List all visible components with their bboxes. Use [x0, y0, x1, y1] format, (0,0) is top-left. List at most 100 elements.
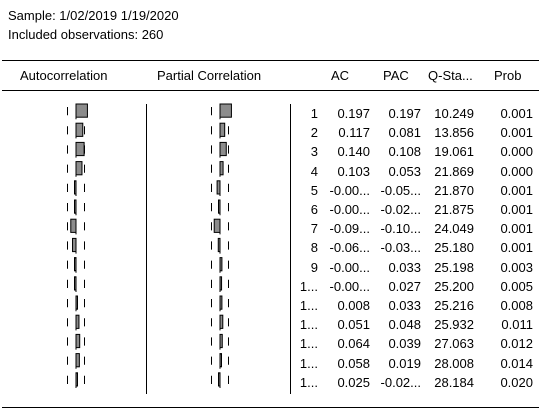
q-stat-value: 25.932 — [434, 317, 474, 333]
q-stat-value: 24.049 — [434, 221, 474, 237]
prob-value: 0.001 — [500, 125, 533, 141]
prob-value: 0.008 — [500, 298, 533, 313]
included-observations-text: Included observations: 260 — [8, 27, 164, 42]
ac-bar — [75, 141, 85, 157]
pac-value: 0.197 — [388, 106, 421, 121]
q-stat-value: 13.856 — [434, 125, 474, 141]
prob-value: 0.014 — [500, 355, 533, 371]
pac-value: -0.10... — [380, 221, 421, 237]
ac-bar — [74, 199, 77, 214]
q-stat-value: 10.249 — [434, 106, 474, 121]
ac-value: 0.103 — [337, 163, 370, 179]
ac-bar — [75, 122, 84, 137]
prob-header: Prob — [494, 68, 522, 83]
partial-correlation-bars — [211, 103, 232, 388]
ac-value: 0.140 — [337, 144, 370, 160]
pac-value: -0.05... — [380, 182, 421, 198]
lag-cell: 6 — [310, 202, 318, 217]
lag-cell: 1 — [310, 106, 318, 121]
lag-cell: 1... — [299, 336, 318, 352]
pac-bar — [218, 199, 221, 214]
ac-value: -0.00... — [329, 202, 370, 217]
pac-bar — [219, 295, 223, 310]
ac-bar — [75, 295, 78, 310]
ac-value: 0.058 — [337, 355, 370, 371]
lag-cell: 5 — [310, 182, 318, 198]
ac-bar — [74, 180, 77, 195]
pac-header: PAC — [383, 68, 409, 83]
lag-cell: 2 — [310, 125, 318, 141]
pac-bar — [218, 372, 221, 387]
prob-value: 0.001 — [500, 221, 533, 237]
pac-bar — [219, 103, 232, 118]
lag-cell: 8 — [310, 240, 318, 256]
pac-bar — [219, 353, 222, 368]
ac-bar — [74, 257, 77, 272]
ac-bar — [75, 333, 81, 349]
ac-bar — [72, 237, 77, 253]
ac-bar — [75, 372, 78, 387]
q-stat-value: 21.870 — [434, 182, 474, 198]
prob-value: 0.001 — [500, 240, 533, 256]
pac-value: 0.108 — [388, 144, 421, 160]
table-bottom-rule — [2, 407, 539, 408]
ac-value: 0.117 — [338, 125, 370, 141]
lag-cell: 1... — [299, 374, 318, 390]
ac-value: -0.09... — [329, 221, 370, 237]
ac-value: 0.025 — [337, 374, 370, 390]
q-stat-value: 19.061 — [434, 144, 474, 160]
ac-bar — [70, 218, 77, 233]
prob-value: 0.001 — [500, 182, 533, 198]
ac-bar — [75, 314, 80, 329]
ac-bar — [75, 103, 88, 118]
prob-value: 0.012 — [500, 336, 533, 352]
ac-bar — [75, 161, 83, 176]
pac-bar — [219, 161, 224, 176]
q-stat-value: 28.184 — [434, 374, 474, 390]
q-stat-value: 25.180 — [434, 240, 474, 256]
lag-cell: 4 — [310, 163, 318, 179]
lag-cell: 1... — [299, 278, 318, 294]
pac-value: 0.019 — [388, 355, 421, 371]
ac-value: 0.008 — [337, 298, 370, 313]
ac-value: -0.00... — [329, 259, 370, 275]
prob-value: 0.003 — [500, 259, 533, 275]
q-stat-value: 27.063 — [434, 336, 474, 352]
pac-value: -0.02... — [380, 374, 421, 390]
pac-bar — [219, 314, 224, 329]
q-stat-value: 21.875 — [434, 202, 474, 217]
pac-value: 0.048 — [388, 317, 421, 333]
ac-value: -0.00... — [329, 182, 370, 198]
lag-cell: 1... — [299, 355, 318, 371]
q-stat-value: 28.008 — [434, 355, 474, 371]
q-stat-value: 25.200 — [434, 278, 474, 294]
ac-value: 0.064 — [337, 336, 370, 352]
ac-header: AC — [331, 68, 350, 83]
lag-cell: 1... — [299, 317, 318, 333]
pac-bar — [219, 257, 223, 272]
q-stat-value: 21.869 — [434, 163, 474, 179]
q-stat-value: 25.216 — [434, 298, 474, 313]
pac-value: 0.033 — [388, 298, 421, 313]
pac-value: -0.02... — [380, 202, 421, 217]
ac-value: -0.06... — [329, 240, 370, 256]
column-divider-right — [290, 104, 291, 394]
pac-value: 0.033 — [388, 259, 421, 275]
ac-value: 0.197 — [337, 106, 370, 121]
prob-value: 0.001 — [500, 202, 533, 217]
prob-value: 0.000 — [500, 163, 533, 179]
lag-cell: 1... — [299, 298, 318, 313]
lag-cell: 9 — [310, 259, 318, 275]
prob-value: 0.005 — [500, 278, 533, 294]
lag-cell: 3 — [310, 144, 318, 160]
ac-bar — [75, 353, 80, 368]
pac-bar — [219, 333, 223, 349]
pac-value: 0.027 — [388, 278, 421, 294]
pac-bar — [219, 276, 223, 291]
prob-value: 0.000 — [500, 144, 533, 160]
pac-value: 0.081 — [388, 125, 421, 141]
pac-value: 0.039 — [388, 336, 421, 352]
prob-value: 0.020 — [500, 374, 533, 390]
q-stat-header: Q-Sta... — [428, 68, 473, 83]
q-stat-value: 25.198 — [434, 259, 474, 275]
